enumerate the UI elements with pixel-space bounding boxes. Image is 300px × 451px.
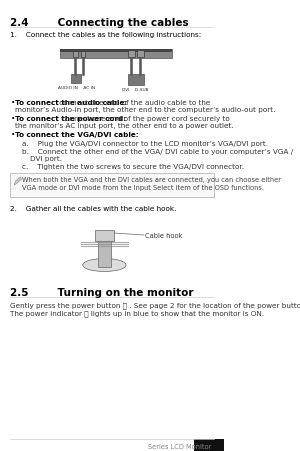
- Text: DVI port.: DVI port.: [30, 156, 62, 161]
- FancyBboxPatch shape: [128, 75, 144, 86]
- FancyBboxPatch shape: [98, 239, 111, 267]
- Text: b.    Connect the other end of the VGA/ DVI cable to your computer’s VGA /: b. Connect the other end of the VGA/ DVI…: [22, 149, 294, 155]
- FancyBboxPatch shape: [137, 51, 144, 58]
- Text: •: •: [11, 116, 15, 122]
- Text: When both the VGA and the DVI cables are connected, you can choose either
VGA mo: When both the VGA and the DVI cables are…: [22, 177, 281, 191]
- Polygon shape: [14, 178, 22, 186]
- FancyBboxPatch shape: [194, 439, 224, 451]
- Text: To connect the power cord:: To connect the power cord:: [15, 116, 126, 122]
- Text: To connect the audio cable:: To connect the audio cable:: [15, 100, 127, 106]
- Text: 2.5        Turning on the monitor: 2.5 Turning on the monitor: [11, 287, 194, 297]
- FancyBboxPatch shape: [128, 51, 135, 58]
- FancyBboxPatch shape: [60, 50, 172, 53]
- FancyBboxPatch shape: [81, 52, 85, 58]
- Text: connect one end of the power cord securely to: connect one end of the power cord secure…: [59, 116, 230, 122]
- Text: monitor’s Audio-in port, the other end to the computer’s audio-out port.: monitor’s Audio-in port, the other end t…: [15, 107, 275, 113]
- Text: To connect the VGA/DVI cable:: To connect the VGA/DVI cable:: [15, 132, 139, 138]
- Text: Gently press the power button ⒤ . See page 2 for the location of the power butto: Gently press the power button ⒤ . See pa…: [11, 301, 300, 308]
- Text: Cable hook: Cable hook: [146, 232, 183, 239]
- FancyBboxPatch shape: [95, 230, 114, 241]
- Text: 1.    Connect the cables as the following instructions:: 1. Connect the cables as the following i…: [11, 32, 202, 38]
- Text: the monitor’s AC input port, the other end to a power outlet.: the monitor’s AC input port, the other e…: [15, 123, 233, 129]
- FancyBboxPatch shape: [71, 75, 81, 84]
- Text: connect one end of the audio cable to the: connect one end of the audio cable to th…: [57, 100, 210, 106]
- Text: 2.    Gather all the cables with the cable hook.: 2. Gather all the cables with the cable …: [11, 206, 177, 212]
- Text: •: •: [11, 100, 15, 106]
- Ellipse shape: [83, 259, 126, 272]
- Text: Series LCD Monitor: Series LCD Monitor: [148, 443, 212, 449]
- Text: DVI    D-SUB: DVI D-SUB: [122, 88, 149, 92]
- Text: c.    Tighten the two screws to secure the VGA/DVI connector.: c. Tighten the two screws to secure the …: [22, 164, 244, 170]
- Text: a.    Plug the VGA/DVI connector to the LCD monitor’s VGA/DVI port.: a. Plug the VGA/DVI connector to the LCD…: [22, 141, 268, 147]
- Text: AUDIO IN    AC IN: AUDIO IN AC IN: [58, 86, 94, 90]
- FancyBboxPatch shape: [60, 50, 172, 59]
- Text: •: •: [11, 132, 15, 138]
- Text: 2.4        Connecting the cables: 2.4 Connecting the cables: [11, 18, 189, 28]
- Text: The power indicator ⒤ lights up in blue to show that the monitor is ON.: The power indicator ⒤ lights up in blue …: [11, 309, 265, 316]
- FancyBboxPatch shape: [11, 174, 214, 198]
- FancyBboxPatch shape: [73, 52, 78, 58]
